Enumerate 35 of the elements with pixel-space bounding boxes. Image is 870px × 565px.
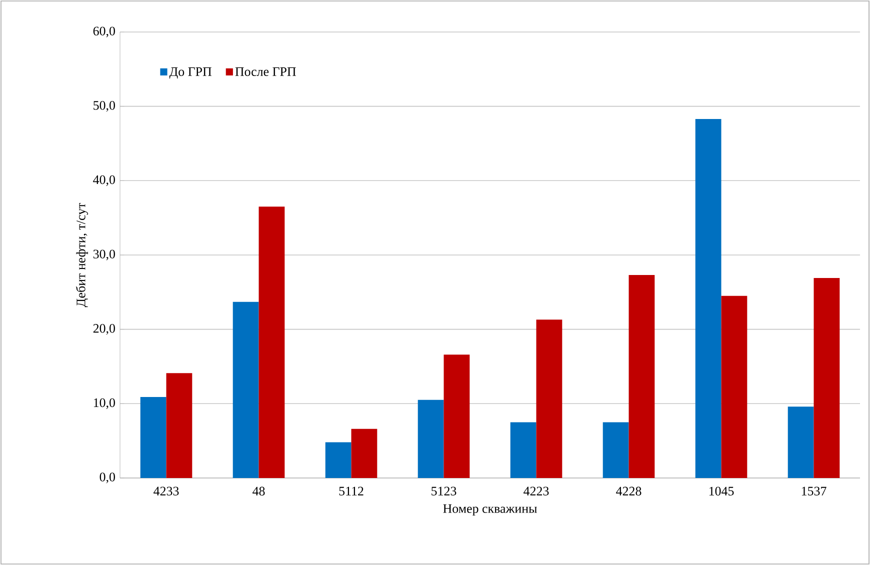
x-tick-label: 4233 xyxy=(154,486,179,496)
bar xyxy=(695,118,722,478)
y-axis-title: Дебит нефти, т/сут xyxy=(76,202,88,308)
y-tick-label: 30,0 xyxy=(93,250,115,260)
y-tick-label: 20,0 xyxy=(93,324,115,335)
bar xyxy=(814,278,840,478)
bar xyxy=(166,373,192,478)
bar xyxy=(721,296,748,478)
y-tick-label: 10,0 xyxy=(94,398,115,409)
bar xyxy=(510,422,536,478)
bar xyxy=(444,354,470,478)
y-tick-label: 40,0 xyxy=(93,175,115,186)
bar xyxy=(602,422,629,478)
x-tick-label: 48 xyxy=(252,486,265,496)
y-tick-label: 0,0 xyxy=(100,472,115,484)
x-tick-label: 1537 xyxy=(802,486,826,496)
x-axis-title: Номер скважины xyxy=(443,504,537,516)
bar xyxy=(258,206,285,478)
legend-label: После ГРП xyxy=(235,67,296,76)
x-tick-label: 4223 xyxy=(524,486,549,496)
bar xyxy=(140,396,166,478)
bar xyxy=(788,406,814,478)
x-tick-label: 5123 xyxy=(432,486,456,496)
x-tick-label: 1045 xyxy=(709,486,734,496)
bar xyxy=(325,442,352,478)
x-tick-label: 4228 xyxy=(616,486,642,496)
bar xyxy=(351,428,378,478)
x-tick-label: 5112 xyxy=(339,486,364,496)
bar xyxy=(232,302,259,478)
y-tick-label: 60,0 xyxy=(93,26,115,38)
bar xyxy=(418,400,444,478)
bar xyxy=(628,275,655,478)
bar xyxy=(536,320,562,478)
legend-label: До ГРП xyxy=(169,67,212,79)
y-tick-label: 50,0 xyxy=(94,101,115,112)
